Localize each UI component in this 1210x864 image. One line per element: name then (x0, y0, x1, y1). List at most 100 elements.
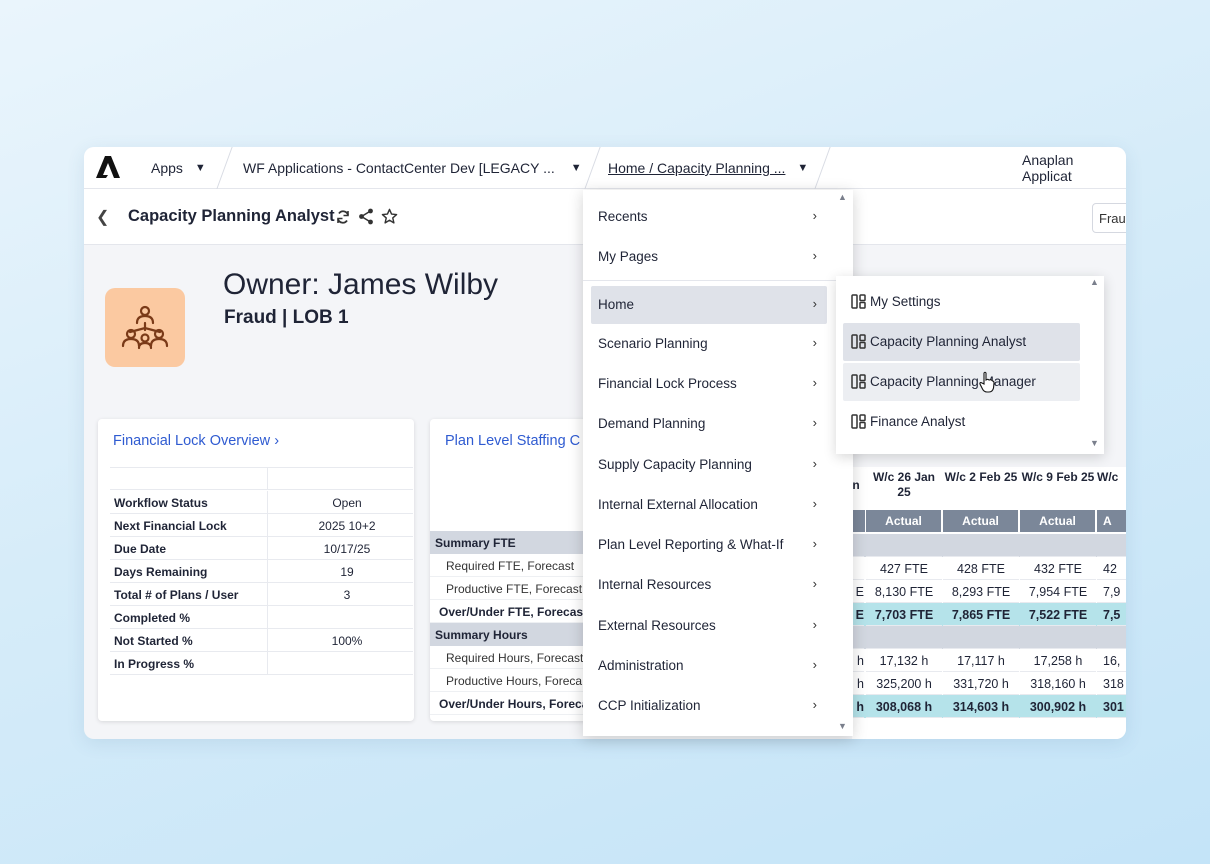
menu-item-administration[interactable]: Administration › (591, 647, 827, 685)
application-name: Anaplan Applicat (1022, 147, 1126, 189)
scroll-up-arrow-icon[interactable]: ▲ (1090, 277, 1099, 287)
financial-lock-title-text: Financial Lock Overview (113, 433, 271, 449)
grid-cell: 7,9 (1097, 580, 1126, 603)
star-icon[interactable] (381, 208, 398, 225)
column-type-badge (852, 510, 865, 532)
chevron-right-icon: › (812, 576, 817, 591)
menu-item-my-pages[interactable]: My Pages › (591, 238, 827, 276)
grid-cell: 308,068 h (866, 695, 942, 718)
chevron-right-icon: › (812, 296, 817, 311)
grid-cell (1020, 534, 1096, 557)
navigation-menu: Recents › My Pages › Home › Scenario Planning ›… (583, 190, 853, 736)
workspace-selector[interactable]: WF Applications - ContactCenter Dev [LEG… (243, 147, 582, 189)
financial-lock-card: Financial Lock Overview › Workflow Statu… (98, 419, 414, 721)
chevron-right-icon: › (812, 375, 817, 390)
menu-item-external-resources[interactable]: External Resources › (591, 607, 827, 645)
submenu-item-capacity-planning-manager[interactable]: Capacity Planning Manager (843, 363, 1080, 401)
grid-cell (866, 626, 942, 649)
table-row: Summary Hours (430, 623, 585, 646)
team-hierarchy-icon (121, 305, 169, 350)
column-type-badge: Actual (866, 510, 941, 532)
grid-cell: 17,117 h (943, 649, 1019, 672)
page-title: Capacity Planning Analyst (128, 207, 335, 225)
chevron-right-icon: › (812, 208, 817, 223)
grid-cell: 7,5 (1097, 603, 1126, 626)
financial-lock-title[interactable]: Financial Lock Overview › (113, 433, 279, 449)
submenu-item-my-settings[interactable]: My Settings (843, 283, 1080, 321)
section-band (852, 626, 1126, 649)
scroll-up-arrow-icon[interactable]: ▲ (838, 192, 847, 202)
menu-item-label: Internal External Allocation (598, 497, 758, 512)
grid-cell: 8,130 FTE (866, 580, 942, 603)
column-header: W/c 2 Feb 25 (944, 470, 1018, 484)
row-label: Not Started % (114, 634, 193, 648)
column-header: W/c (1097, 470, 1119, 484)
menu-item-internal-resources[interactable]: Internal Resources › (591, 566, 827, 604)
back-arrow-icon[interactable]: ❮ (96, 209, 110, 226)
grid-cell: 314,603 h (943, 695, 1019, 718)
scroll-down-arrow-icon[interactable]: ▼ (838, 721, 847, 731)
grid-cell: h (852, 649, 864, 672)
avatar (105, 288, 185, 367)
table-row: Over/Under FTE, Forecast (430, 600, 585, 623)
table-row: Summary FTE (430, 531, 585, 554)
chevron-right-icon: › (812, 456, 817, 471)
grid-cell (852, 626, 864, 649)
chevron-right-icon: › (812, 617, 817, 632)
menu-item-internal-external-allocation[interactable]: Internal External Allocation › (591, 486, 827, 524)
table-row: Required FTE, Forecast (430, 554, 585, 577)
column-header: W/c 26 Jan 25 (872, 470, 936, 499)
separator (584, 147, 601, 189)
grid-cell: 17,258 h (1020, 649, 1096, 672)
hand-cursor-icon (979, 371, 995, 393)
table-row: Workflow Status Open (110, 491, 413, 514)
grid-cell: 331,720 h (943, 672, 1019, 695)
row-value: 3 (267, 583, 426, 606)
menu-item-ccp-initialization[interactable]: CCP Initialization › (591, 687, 827, 725)
grid-cell: 7,865 FTE (943, 603, 1019, 626)
apps-menu-button[interactable]: Apps ▼ (151, 147, 206, 189)
grid-cell: 318 (1097, 672, 1126, 695)
table-row: Required Hours, Forecast (430, 646, 585, 669)
menu-item-scenario-planning[interactable]: Scenario Planning › (591, 325, 827, 363)
grid-cell: 300,902 h (1020, 695, 1096, 718)
chevron-right-icon: › (812, 657, 817, 672)
divider (267, 467, 268, 489)
staffing-card: Plan Level Staffing C Summary FTE Require… (430, 419, 590, 721)
menu-item-demand-planning[interactable]: Demand Planning › (591, 405, 827, 443)
grid-cell: 42 (1097, 557, 1126, 580)
grid-cell: 7,522 FTE (1020, 603, 1096, 626)
menu-item-recents[interactable]: Recents › (591, 198, 827, 236)
chevron-right-icon: › (812, 335, 817, 350)
grid-cell (1097, 626, 1126, 649)
grid-cell: E (852, 580, 864, 603)
breadcrumb-selector[interactable]: Home / Capacity Planning ... ▼ (608, 147, 808, 189)
page-layout-icon (851, 414, 866, 429)
menu-item-financial-lock-process[interactable]: Financial Lock Process › (591, 365, 827, 403)
divider (110, 467, 413, 468)
row-value: Open (267, 491, 426, 514)
refresh-icon[interactable] (335, 209, 351, 225)
row-value: 2025 10+2 (267, 514, 426, 537)
submenu-item-capacity-planning-analyst[interactable]: Capacity Planning Analyst (843, 323, 1080, 361)
anaplan-logo-icon[interactable] (96, 156, 120, 178)
menu-item-label: Administration (598, 658, 684, 673)
grid-cell (866, 534, 942, 557)
scroll-down-arrow-icon[interactable]: ▼ (1090, 438, 1099, 448)
menu-item-plan-level-reporting-what-if[interactable]: Plan Level Reporting & What-If › (591, 526, 827, 564)
row-value (267, 606, 426, 629)
menu-item-supply-capacity-planning[interactable]: Supply Capacity Planning › (591, 446, 827, 484)
row-value: 19 (267, 560, 426, 583)
menu-item-home[interactable]: Home › (591, 286, 827, 324)
grid-cell (1097, 534, 1126, 557)
share-icon[interactable] (358, 208, 374, 225)
table-row: Over/Under Hours, Foreca (430, 692, 585, 715)
total-row-band (852, 603, 1126, 626)
chevron-right-icon: › (812, 697, 817, 712)
filter-input[interactable]: Frau (1092, 203, 1126, 233)
submenu-item-finance-analyst[interactable]: Finance Analyst (843, 403, 1080, 441)
row-label: Due Date (114, 542, 167, 556)
table-row: In Progress % (110, 652, 413, 675)
table-row: Productive Hours, Foreca (430, 669, 585, 692)
staffing-title[interactable]: Plan Level Staffing C (445, 433, 581, 449)
